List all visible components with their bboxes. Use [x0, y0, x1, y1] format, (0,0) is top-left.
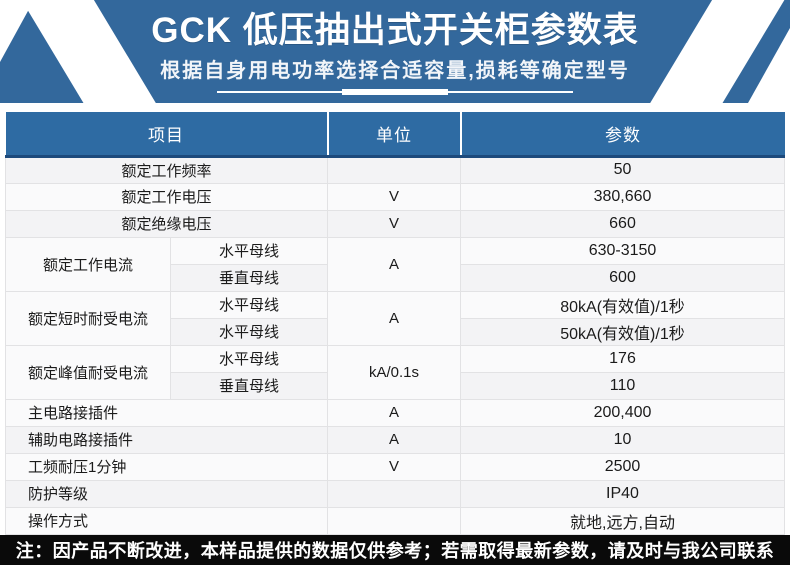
- value-cell: 80kA(有效值)/1秒: [460, 290, 785, 319]
- unit-cell: V: [327, 209, 461, 238]
- unit-cell: [327, 506, 461, 535]
- sub-item-cell: 水平母线: [170, 317, 328, 346]
- unit-cell: V: [327, 452, 461, 481]
- column-header-item: 项目: [5, 112, 328, 158]
- table-row: 额定短时耐受电流 水平母线 A 80kA(有效值)/1秒: [5, 290, 785, 346]
- value-cell: 660: [460, 209, 785, 238]
- unit-cell: A: [327, 290, 461, 346]
- item-cell: 额定绝缘电压: [5, 209, 328, 238]
- banner-table-gap: [0, 103, 790, 112]
- unit-cell: A: [327, 425, 461, 454]
- table-row: 防护等级 IP40: [5, 479, 785, 508]
- unit-cell: [327, 155, 461, 184]
- unit-cell: A: [327, 398, 461, 427]
- table-row: 额定绝缘电压 V 660: [5, 209, 785, 238]
- header-row: 项目 单位 参数: [5, 112, 785, 158]
- banner-divider: [217, 91, 573, 94]
- item-cell: 额定短时耐受电流: [5, 290, 171, 346]
- value-cell: 200,400: [460, 398, 785, 427]
- value-cell: 50kA(有效值)/1秒: [460, 317, 785, 346]
- page-title: GCK 低压抽出式开关柜参数表: [151, 11, 639, 50]
- table-row: 垂直母线 110: [6, 371, 785, 400]
- value-cell: 630-3150: [460, 236, 785, 265]
- column-header-value: 参数: [459, 112, 785, 158]
- value-cell: 600: [460, 263, 785, 292]
- table-row: 工频耐压1分钟 V 2500: [5, 452, 785, 481]
- table-row: 额定峰值耐受电流 水平母线 kA/0.1s 176: [5, 344, 785, 400]
- page-subtitle: 根据自身用电功率选择合适容量,损耗等确定型号: [160, 60, 630, 83]
- sub-item-cell: 水平母线: [170, 344, 328, 373]
- table-row: 主电路接插件 A 200,400: [5, 398, 785, 427]
- sub-item-cell: 水平母线: [170, 290, 328, 319]
- value-cell: 就地,远方,自动: [460, 506, 785, 535]
- column-header-unit: 单位: [326, 112, 461, 158]
- unit-cell: [327, 479, 461, 508]
- value-cell: 176: [460, 344, 785, 373]
- table-row: 额定工作频率 50: [5, 155, 785, 184]
- value-cell: 2500: [460, 452, 785, 481]
- sub-item-cell: 垂直母线: [170, 371, 328, 400]
- value-cell: 10: [460, 425, 785, 454]
- value-cell: 380,660: [460, 182, 785, 211]
- item-cell: 额定工作电压: [5, 182, 328, 211]
- item-cell: 防护等级: [5, 479, 328, 508]
- spec-table: 项目 单位 参数 额定工作频率 50 额定工作电压 V 380,660 额定绝缘…: [5, 112, 785, 535]
- table-row: 垂直母线 600: [6, 263, 785, 292]
- unit-cell: A: [327, 236, 461, 292]
- item-cell: 工频耐压1分钟: [5, 452, 328, 481]
- table-row: 水平母线 50kA(有效值)/1秒: [6, 317, 785, 346]
- value-cell: 50: [460, 155, 785, 184]
- item-cell: 额定峰值耐受电流: [5, 344, 171, 400]
- banner: GCK 低压抽出式开关柜参数表 根据自身用电功率选择合适容量,损耗等确定型号: [0, 0, 790, 103]
- value-cell: 110: [460, 371, 785, 400]
- footer-note-text: 注：因产品不断改进，本样品提供的数据仅供参考；若需取得最新参数，请及时与我公司联…: [15, 540, 775, 561]
- item-cell: 额定工作频率: [5, 155, 328, 184]
- table-row: 额定工作电流 水平母线 A 630-3150: [5, 236, 785, 292]
- table-row: 辅助电路接插件 A 10: [5, 425, 785, 454]
- item-cell: 辅助电路接插件: [5, 425, 328, 454]
- table-row: 操作方式 就地,远方,自动: [5, 506, 785, 535]
- item-cell: 操作方式: [5, 506, 328, 535]
- footer-note-bar: 注：因产品不断改进，本样品提供的数据仅供参考；若需取得最新参数，请及时与我公司联…: [0, 534, 790, 565]
- sub-item-cell: 水平母线: [170, 236, 328, 265]
- unit-cell: kA/0.1s: [327, 344, 461, 400]
- value-cell: IP40: [460, 479, 785, 508]
- item-cell: 主电路接插件: [5, 398, 328, 427]
- unit-cell: V: [327, 182, 461, 211]
- sub-item-cell: 垂直母线: [170, 263, 328, 292]
- item-cell: 额定工作电流: [5, 236, 171, 292]
- table-row: 额定工作电压 V 380,660: [5, 182, 785, 211]
